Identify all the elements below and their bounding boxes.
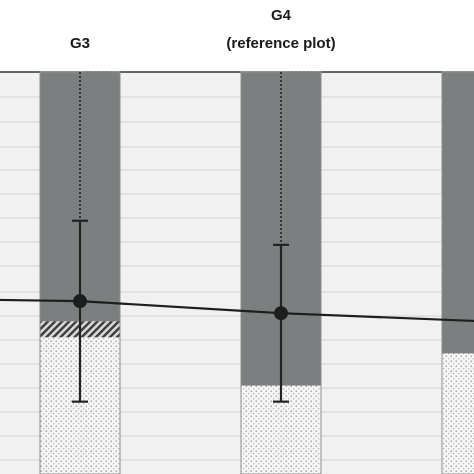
trend-line [0,298,474,323]
bar-segment-stippled [442,353,474,474]
group-label: (reference plot) [226,35,335,52]
trend-line-layer [0,294,474,323]
bar-group [39,71,121,474]
bar-frame [441,71,474,474]
bar-segment-gray [442,72,474,354]
trend-marker [274,306,288,321]
bar-layer [39,71,474,474]
group-label: G3 [70,35,90,52]
group-top-label: G4 [271,7,292,24]
bar-group [240,71,322,474]
trend-marker [73,294,87,309]
bar-group [441,71,474,474]
